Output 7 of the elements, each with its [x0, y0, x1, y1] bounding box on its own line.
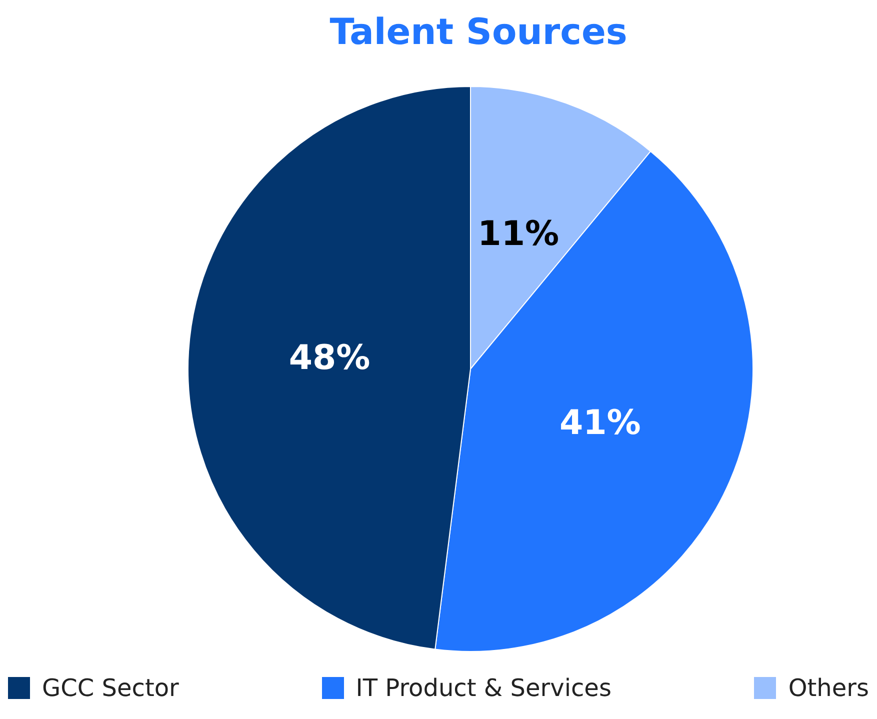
data-label: 48%	[288, 338, 370, 378]
legend-label: Others	[788, 674, 869, 702]
legend-label: IT Product & Services	[356, 674, 612, 702]
data-label: 41%	[559, 402, 641, 443]
chart-title: Talent Sources	[328, 11, 628, 55]
legend-label: GCC Sector	[42, 674, 179, 702]
data-label: 11%	[478, 214, 560, 254]
